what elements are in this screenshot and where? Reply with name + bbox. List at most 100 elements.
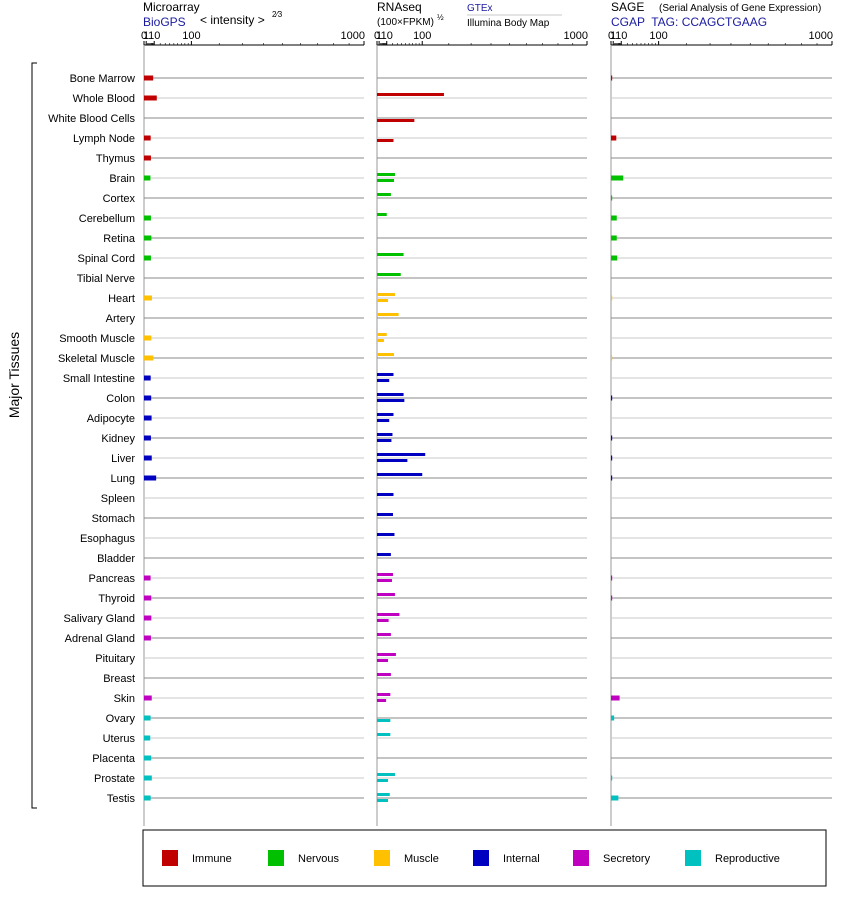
microarray-bar bbox=[144, 375, 151, 381]
tissue-label: Thymus bbox=[96, 153, 136, 165]
rnaseq-bar bbox=[377, 93, 444, 96]
rnaseq-bar bbox=[377, 699, 387, 702]
sage-tick-label: 100 bbox=[649, 30, 667, 42]
rnaseq-tick-label: 100 bbox=[413, 30, 431, 42]
microarray-bar bbox=[144, 795, 151, 801]
sage-bar bbox=[611, 195, 613, 201]
tissue-label: Skin bbox=[114, 693, 135, 705]
rnaseq-bar bbox=[377, 193, 391, 196]
rnaseq-bar bbox=[377, 553, 391, 556]
rnaseq-bar bbox=[377, 673, 391, 676]
rnaseq-bar bbox=[377, 139, 394, 142]
tissue-label: Skeletal Muscle bbox=[58, 353, 135, 365]
sage-bar bbox=[611, 475, 613, 481]
microarray-bar bbox=[144, 455, 152, 461]
tissue-label: Cerebellum bbox=[79, 213, 135, 225]
rnaseq-bar bbox=[377, 213, 387, 216]
rnaseq-bar bbox=[377, 339, 384, 342]
microarray-bar bbox=[144, 615, 152, 621]
legend-swatch bbox=[374, 850, 390, 866]
tissue-label: Adrenal Gland bbox=[65, 633, 135, 645]
sage-tick-label: 10 bbox=[615, 30, 627, 42]
sage-bar bbox=[611, 235, 617, 241]
microarray-tick-label: 10 bbox=[148, 30, 160, 42]
tissue-label: Salivary Gland bbox=[63, 613, 135, 625]
tissue-label: Brain bbox=[109, 173, 135, 185]
microarray-bar bbox=[144, 775, 152, 781]
rnaseq-bar bbox=[377, 659, 389, 662]
legend-item: Secretory bbox=[573, 850, 651, 866]
tissue-rows: Bone Marrow Whole Blood White Blood Cells L… bbox=[48, 73, 832, 805]
rnaseq-tick-label: 0 bbox=[374, 30, 380, 42]
sage-bar bbox=[611, 395, 613, 401]
rnaseq-bar bbox=[377, 613, 400, 616]
rnaseq-bar bbox=[377, 373, 394, 376]
legend-label: Immune bbox=[192, 853, 232, 865]
microarray-scale-exponent: 2⁄3 bbox=[272, 10, 283, 19]
microarray-bar bbox=[144, 235, 152, 241]
tissue-label: Lymph Node bbox=[73, 133, 135, 145]
rnaseq-bar bbox=[377, 733, 391, 736]
sage-bar bbox=[611, 355, 613, 361]
legend-swatch bbox=[162, 850, 178, 866]
legend-item: Internal bbox=[473, 850, 540, 866]
microarray-tick-label: 1000 bbox=[341, 30, 365, 42]
tissue-label: Thyroid bbox=[98, 593, 135, 605]
tissue-label: Spinal Cord bbox=[78, 253, 135, 265]
tissue-label: Placenta bbox=[92, 753, 136, 765]
rnaseq-tick-label: 1 bbox=[376, 30, 382, 42]
sage-tick-label: 1000 bbox=[809, 30, 833, 42]
microarray-bar bbox=[144, 135, 151, 141]
sage-title: SAGE bbox=[611, 0, 644, 14]
tissue-label: Kidney bbox=[101, 433, 135, 445]
tissue-label: Prostate bbox=[94, 773, 135, 785]
rnaseq-title: RNAseq bbox=[377, 0, 422, 14]
expression-bars bbox=[144, 75, 624, 802]
rnaseq-bar bbox=[377, 573, 393, 576]
tissue-label: Tibial Nerve bbox=[77, 273, 135, 285]
legend-label: Nervous bbox=[298, 853, 339, 865]
microarray-bar bbox=[144, 335, 152, 341]
sage-tick-label: 1 bbox=[610, 30, 616, 42]
rnaseq-bar bbox=[377, 779, 389, 782]
microarray-bar bbox=[144, 395, 152, 401]
microarray-bar bbox=[144, 75, 154, 81]
microarray-title: Microarray bbox=[143, 0, 200, 14]
sage-bar bbox=[611, 135, 617, 141]
rnaseq-bar bbox=[377, 773, 395, 776]
legend-gtex-label: GTEx bbox=[467, 3, 493, 14]
rnaseq-bar bbox=[377, 459, 408, 462]
rnaseq-bar bbox=[377, 653, 396, 656]
rnaseq-bar bbox=[377, 593, 395, 596]
microarray-tick-label: 1 bbox=[143, 30, 149, 42]
microarray-source: BioGPS bbox=[143, 15, 186, 29]
tissue-bracket bbox=[31, 62, 37, 809]
tissue-label: Adipocyte bbox=[87, 413, 135, 425]
microarray-bar bbox=[144, 695, 152, 701]
microarray-tick-label: 0 bbox=[141, 30, 147, 42]
rnaseq-bar bbox=[377, 413, 394, 416]
rnaseq-bar bbox=[377, 273, 401, 276]
microarray-bar bbox=[144, 175, 151, 181]
rnaseq-bar bbox=[377, 619, 389, 622]
tissue-label: Ovary bbox=[106, 713, 136, 725]
microarray-bar bbox=[144, 95, 157, 101]
tissue-label: Uterus bbox=[103, 733, 136, 745]
microarray-tick-label: 100 bbox=[182, 30, 200, 42]
legend-swatch bbox=[573, 850, 589, 866]
sage-bar bbox=[611, 255, 618, 261]
tissue-label: Retina bbox=[103, 233, 136, 245]
rnaseq-bar bbox=[377, 633, 391, 636]
rnaseq-bar bbox=[377, 179, 394, 182]
rnaseq-bar bbox=[377, 313, 399, 316]
microarray-header: Microarray BioGPS < intensity > 2⁄3 bbox=[143, 0, 283, 29]
tissue-label: Whole Blood bbox=[73, 93, 135, 105]
tissue-label: White Blood Cells bbox=[48, 113, 135, 125]
microarray-bar bbox=[144, 155, 151, 161]
sage-bar bbox=[611, 435, 613, 441]
y-axis-label: Major Tissues bbox=[6, 332, 22, 418]
tissue-label: Lung bbox=[111, 473, 135, 485]
sage-bar bbox=[611, 75, 613, 81]
sage-bar bbox=[611, 695, 620, 701]
sage-header: SAGE (Serial Analysis of Gene Expression… bbox=[611, 0, 821, 29]
